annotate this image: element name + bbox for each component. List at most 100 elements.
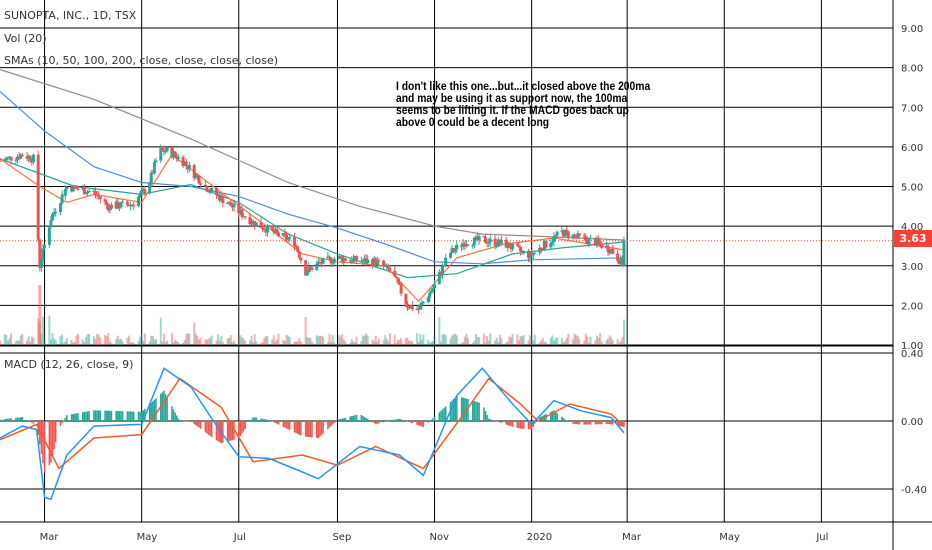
volume-bar [140,333,143,345]
volume-bar [29,342,32,345]
candle-body [495,245,499,247]
volume-bar [204,339,207,345]
sma-study-label[interactable]: SMAs (10, 50, 100, 200, close, close, cl… [4,54,279,67]
volume-bar [61,334,64,345]
candle-body [299,257,303,261]
candle-body [92,191,96,193]
price-tick-label: 3.00 [901,262,923,273]
candle-body [363,258,367,261]
volume-bar [18,340,21,345]
volume-bar [161,341,164,345]
volume-bar [576,335,579,345]
volume-bar [597,337,600,345]
candle-body [394,276,398,278]
volume-bar [205,339,208,345]
volume-bar [476,337,479,345]
candle-body [81,188,85,190]
volume-bar [26,340,29,345]
volume-bar [554,338,557,345]
volume-bar [51,333,54,345]
candle-body [340,256,344,262]
volume-bar [250,335,253,345]
volume-bar [231,342,234,345]
volume-bar [263,338,266,345]
volume-bar [92,336,95,345]
volume-bar [388,333,391,345]
candle-body [285,234,289,240]
candle-body [62,194,66,196]
volume-bar [489,333,492,345]
volume-bar [441,334,444,345]
volume-bar [551,335,554,345]
candle-body [331,262,335,264]
volume-bar [295,341,298,345]
price-tick-label: 2.00 [901,301,923,312]
candle-body [598,242,602,244]
volume-bar [508,336,511,345]
candle-body [148,183,152,194]
candle-body [30,160,34,163]
volume-bar [594,340,597,345]
macd-panel [0,367,893,501]
volume-bar [618,342,621,345]
volume-bar [451,335,454,345]
volume-bar [115,339,118,345]
volume-bar [500,338,503,345]
candle-body [237,203,241,214]
volume-bar [174,339,177,345]
volume-bar [556,337,559,345]
candle-body [320,262,324,264]
candle-body [597,238,601,243]
candle-body [172,151,176,158]
volume-bar [411,341,414,345]
volume-bar [209,337,212,345]
volume-bar [533,334,536,345]
chart-annotation-note[interactable]: I don't like this one...but...it closed … [396,79,651,129]
volume-bar [350,338,353,345]
candle-body [41,248,45,261]
candle-body [351,258,355,263]
volume-bar [452,334,455,345]
volume-bar [142,340,145,345]
candle-body [140,190,144,194]
volume-bar [342,339,345,345]
candle-body [348,260,352,262]
volume-bar [73,341,76,345]
volume-bar [183,339,186,345]
volume-bar [177,342,180,345]
volume-bar [99,337,102,345]
volume-bar [43,339,46,345]
volume-bar [210,335,213,345]
volume-bar [175,340,178,345]
volume-bar [583,340,586,345]
candle-body [604,245,608,248]
candle-body [283,233,287,235]
candle-body [219,195,223,201]
candle-body [385,265,389,267]
candle-body [183,161,187,166]
volume-bar [353,342,356,345]
candle-body [466,244,470,246]
candle-body [259,222,263,228]
candle-body [43,244,47,249]
volume-bar [529,335,532,345]
volume-bar [37,318,40,345]
candle-body [218,195,222,201]
macd-study-label[interactable]: MACD (12, 26, close, 9) [4,358,134,371]
volume-bar [339,336,342,345]
candle-body [485,242,489,244]
volume-bar [164,342,167,345]
volume-bar [84,336,87,345]
volume-study-label[interactable]: Vol (20) [4,32,47,45]
volume-bar [162,333,165,345]
candle-body [270,225,274,230]
candle-body [584,236,588,240]
volume-bar [575,335,578,345]
candle-body [329,257,333,264]
symbol-title[interactable]: SUNOPTA, INC., 1D, TSX [4,9,137,22]
volume-bar [400,338,403,345]
candle-body [210,187,214,192]
volume-bar [495,337,498,345]
candle-body [4,158,8,160]
